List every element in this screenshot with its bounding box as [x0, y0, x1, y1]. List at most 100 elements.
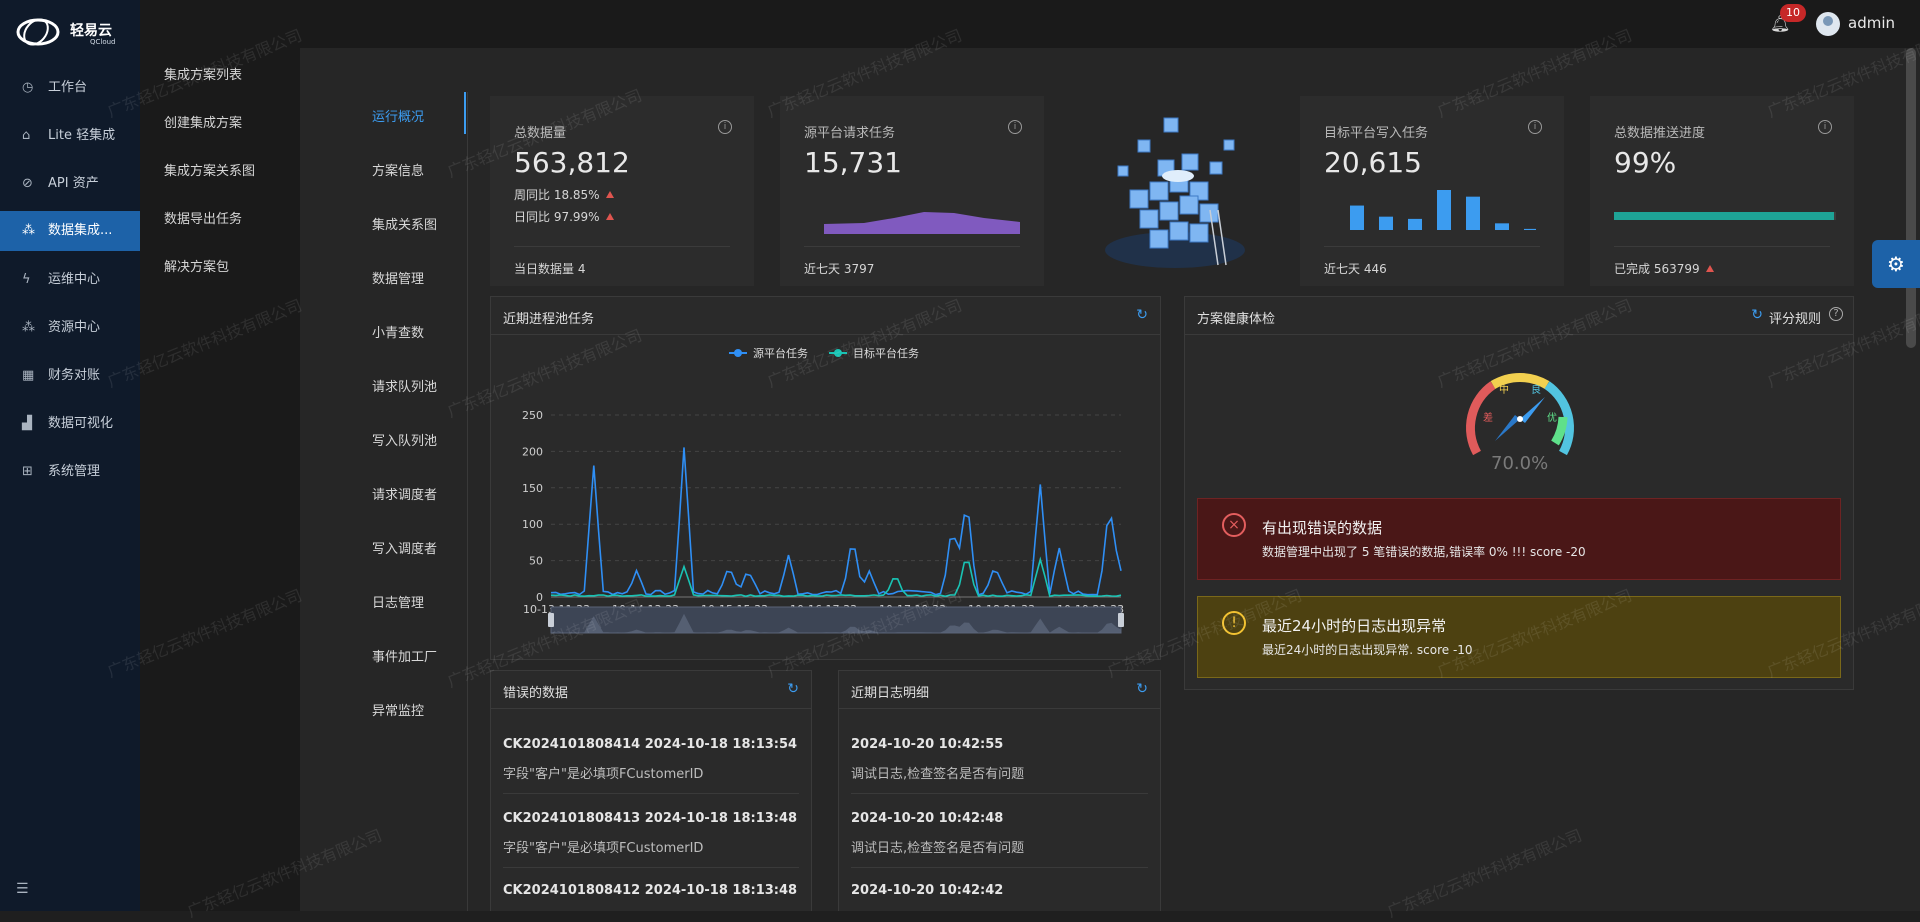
log-item-time[interactable]: 2024-10-20 10:42:48: [851, 811, 1004, 826]
refresh-icon[interactable]: ↻: [1136, 307, 1148, 323]
data-cubes-illustration: [1105, 117, 1245, 268]
kpi-source-card: 源平台请求任务 i 15,731 近七天 3797: [780, 96, 1044, 286]
lite-icon: ⌂: [22, 128, 31, 143]
close-circle-icon: ×: [1222, 513, 1246, 537]
tab-logs[interactable]: 日志管理: [372, 596, 425, 611]
sub-sidebar: 集成方案列表 创建集成方案 集成方案关系图 数据导出任务 解决方案包: [140, 0, 300, 911]
brand-logo[interactable]: 轻易云 QCloud: [14, 12, 124, 52]
scoring-rules-link[interactable]: 评分规则: [1768, 312, 1821, 327]
alert-log-anomaly: ! 最近24小时的日志出现异常 最近24小时的日志出现异常. score -10: [1197, 596, 1841, 678]
refresh-icon[interactable]: ↻: [1136, 681, 1148, 697]
y-tick-label: 100: [522, 518, 543, 531]
active-tab-indicator: [464, 92, 466, 134]
info-icon[interactable]: i: [1008, 120, 1022, 134]
tab-request-scheduler[interactable]: 请求调度者: [372, 488, 438, 503]
legend-marker: [734, 349, 742, 357]
tab-data-mgmt[interactable]: 数据管理: [372, 272, 425, 287]
subnav-item[interactable]: 创建集成方案: [164, 116, 243, 131]
alert-title: 有出现错误的数据: [1262, 519, 1383, 537]
legend-label[interactable]: 源平台任务: [753, 346, 808, 360]
process-pool-panel: 近期进程池任务 ↻ 源平台任务 目标平台任务 0 50 100 150 200 250 10-1…: [490, 296, 1161, 660]
nav-item-ops[interactable]: ϟ 运维中心: [0, 260, 140, 300]
kpi-value: 563,812: [514, 146, 630, 179]
panel-title: 方案健康体检: [1197, 312, 1276, 327]
series-line-2: [550, 556, 1122, 598]
nav-item-lite[interactable]: ⌂ Lite 轻集成: [0, 116, 140, 156]
info-icon[interactable]: i: [1528, 120, 1542, 134]
username[interactable]: admin: [1848, 14, 1895, 32]
nav-item-system[interactable]: ⊞ 系统管理: [0, 452, 140, 492]
tab-exception[interactable]: 异常监控: [372, 704, 425, 719]
alert-text: 最近24小时的日志出现异常. score -10: [1262, 643, 1473, 657]
gauge-label-poor: 差: [1483, 411, 1493, 424]
refresh-icon[interactable]: ↻: [1751, 307, 1763, 323]
y-tick-label: 150: [522, 482, 543, 495]
tab-plan-info[interactable]: 方案信息: [372, 164, 425, 179]
nav-item-data-integration[interactable]: ⁂ 数据集成...: [0, 211, 140, 251]
target-bar: [1408, 218, 1422, 230]
integration-icon: ⁂: [22, 223, 35, 238]
nav-label: 资源中心: [48, 320, 101, 335]
nav-item-finance[interactable]: ▦ 财务对账: [0, 356, 140, 396]
avatar[interactable]: [1816, 12, 1840, 36]
tab-relation[interactable]: 集成关系图: [372, 218, 438, 233]
tab-write-scheduler[interactable]: 写入调度者: [372, 542, 438, 557]
error-item-title[interactable]: CK2024101808412 2024-10-18 18:13:48: [503, 883, 798, 898]
alert-error-data: × 有出现错误的数据 数据管理中出现了 5 笔错误的数据,错误率 0% !!! …: [1197, 498, 1841, 580]
zoom-handle[interactable]: [548, 613, 554, 627]
page-scrollbar[interactable]: [1906, 48, 1916, 348]
chart-legend: 源平台任务 目标平台任务: [729, 346, 919, 360]
info-icon[interactable]: i: [718, 120, 732, 134]
settings-gear-icon[interactable]: ⚙: [1872, 240, 1920, 288]
error-item-title[interactable]: CK2024101808413 2024-10-18 18:13:48: [503, 811, 798, 826]
zoom-handle[interactable]: [1118, 613, 1124, 627]
tab-query[interactable]: 小青查数: [372, 326, 425, 341]
nav-item-api[interactable]: ⊘ API 资产: [0, 164, 140, 204]
tab-event-factory[interactable]: 事件加工厂: [372, 650, 438, 665]
y-tick-label: 200: [522, 445, 543, 458]
divider: [503, 793, 799, 794]
subnav-item[interactable]: 集成方案列表: [164, 68, 243, 83]
collapse-menu-icon[interactable]: ☰: [16, 881, 29, 897]
alert-title: 最近24小时的日志出现异常: [1262, 617, 1447, 635]
subnav-item[interactable]: 解决方案包: [164, 260, 230, 275]
legend-marker: [834, 349, 842, 357]
help-icon[interactable]: ?: [1829, 307, 1843, 321]
logo-icon: [16, 18, 60, 46]
log-item-time[interactable]: 2024-10-20 10:42:42: [851, 883, 1004, 898]
legend-label[interactable]: 目标平台任务: [853, 346, 919, 360]
divider: [503, 867, 799, 868]
y-tick-label: 250: [522, 409, 543, 422]
tab-write-queue[interactable]: 写入队列池: [372, 434, 438, 449]
health-score: 70.0%: [1491, 453, 1548, 474]
tab-request-queue[interactable]: 请求队列池: [372, 380, 438, 395]
target-bar: [1350, 205, 1364, 230]
target-bar: [1524, 228, 1536, 230]
refresh-icon[interactable]: ↻: [787, 681, 799, 697]
error-item-title[interactable]: CK2024101808414 2024-10-18 18:13:54: [503, 737, 798, 752]
tab-overview[interactable]: 运行概况: [372, 110, 425, 125]
brand-sub: QCloud: [90, 38, 116, 46]
gauge-needle: [1520, 397, 1545, 423]
error-item-detail: 字段"客户"是必填项FCustomerID: [503, 767, 704, 782]
kpi-value: 20,615: [1324, 146, 1422, 179]
main-sidebar: 轻易云 QCloud ◷ 工作台 ⌂ Lite 轻集成 ⊘ API 资产 ⁂ 数据集成.…: [0, 0, 140, 911]
kpi-label: 总数据推送进度: [1614, 126, 1706, 141]
nav-item-visualization[interactable]: ▟ 数据可视化: [0, 404, 140, 444]
warning-circle-icon: !: [1222, 611, 1246, 635]
nav-item-workbench[interactable]: ◷ 工作台: [0, 68, 140, 108]
target-bar: [1437, 190, 1451, 230]
series-line-1: [550, 447, 1122, 596]
kpi-target-card: 目标平台写入任务 i 20,615 近七天 446: [1300, 96, 1564, 286]
subnav-item[interactable]: 数据导出任务: [164, 212, 243, 227]
log-item-time[interactable]: 2024-10-20 10:42:55: [851, 737, 1004, 752]
panel-header: 近期进程池任务 ↻: [491, 297, 1160, 335]
chart-icon: ▟: [22, 416, 32, 431]
panel-title: 错误的数据: [503, 686, 569, 701]
nav-item-resources[interactable]: ⁂ 资源中心: [0, 308, 140, 348]
subnav-item[interactable]: 集成方案关系图: [164, 164, 256, 179]
info-icon[interactable]: i: [1818, 120, 1832, 134]
panel-header: 方案健康体检 ↻ 评分规则 ?: [1185, 297, 1853, 335]
kpi-foot: 已完成 563799: [1614, 260, 1714, 277]
